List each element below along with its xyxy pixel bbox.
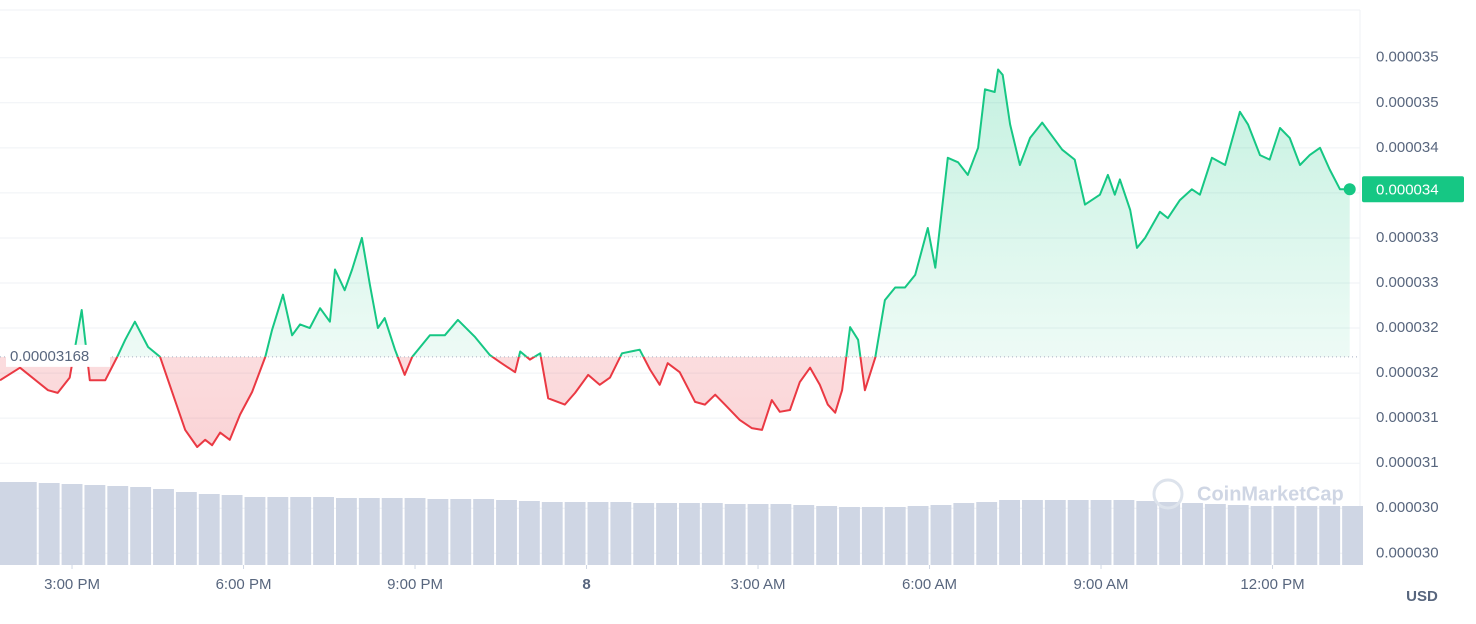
y-tick-label: 0.000031 — [1376, 409, 1439, 426]
volume-bar — [61, 484, 83, 565]
volume-bar — [221, 495, 243, 565]
volume-bar — [976, 502, 998, 565]
volume-bar — [1319, 506, 1341, 565]
volume-bar — [930, 505, 952, 565]
y-tick-label: 0.000035 — [1376, 49, 1439, 66]
baseline-label: 0.00003168 — [10, 348, 89, 365]
volume-bar — [541, 502, 563, 565]
volume-bar — [1273, 506, 1295, 565]
x-tick-label: 9:00 PM — [387, 576, 443, 593]
volume-bar — [1067, 500, 1089, 565]
volume-bar — [153, 489, 174, 565]
volume-bar — [1227, 505, 1249, 565]
watermark-logo — [1152, 478, 1184, 510]
volume-bar — [38, 483, 60, 565]
y-tick-label: 0.000033 — [1376, 274, 1439, 291]
y-tick-label: 0.000031 — [1376, 454, 1439, 471]
x-tick-label: 8 — [582, 576, 590, 593]
volume-bar — [953, 503, 975, 565]
current-price-tag — [1362, 176, 1464, 203]
volume-bar — [107, 486, 129, 565]
y-tick-label: 0.000034 — [1376, 139, 1439, 156]
y-tick-label: 0.000033 — [1376, 229, 1439, 246]
volume-bar — [678, 503, 700, 565]
volume-bar — [358, 498, 380, 565]
volume-bar — [130, 487, 152, 565]
volume-bar — [15, 482, 37, 565]
volume-bar — [198, 494, 220, 565]
volume-bar — [1136, 501, 1158, 565]
volume-bar — [701, 503, 723, 565]
volume-bar — [907, 506, 929, 565]
volume-bar — [587, 502, 609, 565]
watermark: CoinMarketCap — [1197, 483, 1344, 505]
volume-bar — [1022, 500, 1043, 565]
volume-bar — [770, 504, 792, 565]
volume-bar — [335, 498, 357, 565]
price-area-up — [0, 69, 1350, 357]
x-tick-label: 3:00 PM — [44, 576, 100, 593]
volume-bar — [450, 499, 472, 565]
volume-bar — [1113, 500, 1135, 565]
volume-bar — [290, 497, 312, 565]
volume-bar — [1182, 503, 1203, 565]
volume-bar — [861, 507, 883, 565]
y-tick-label: 0.000030 — [1376, 544, 1439, 561]
price-line-down — [0, 356, 877, 448]
y-tick-label: 0.000035 — [1376, 94, 1439, 111]
volume-bar — [244, 497, 266, 565]
volume-bar — [473, 499, 495, 565]
volume-bar — [313, 497, 334, 565]
volume-bar — [381, 498, 403, 565]
volume-bar — [633, 503, 655, 565]
volume-bar — [656, 503, 677, 565]
volume-bar — [175, 492, 197, 565]
y-tick-label: 0.000032 — [1376, 319, 1439, 336]
volume-bar — [427, 499, 449, 565]
volume-bar — [747, 504, 769, 565]
volume-bar — [884, 507, 906, 565]
x-tick-label: 12:00 PM — [1240, 576, 1304, 593]
volume-bar — [564, 502, 586, 565]
volume-bar — [793, 505, 815, 565]
volume-bar — [1159, 502, 1181, 565]
volume-bar — [724, 504, 746, 565]
x-tick-label: 3:00 AM — [731, 576, 786, 593]
baseline-label-bg — [6, 344, 110, 367]
y-tick-label: 0.000032 — [1376, 364, 1439, 381]
current-price-label: 0.000034 — [1376, 181, 1439, 198]
volume-bar — [267, 497, 289, 565]
volume-bar — [1204, 504, 1226, 565]
volume-bar — [404, 498, 426, 565]
volume-bar — [1296, 506, 1318, 565]
volume-bar — [1044, 500, 1066, 565]
unit-label: USD — [1406, 588, 1438, 605]
x-tick-label: 6:00 PM — [216, 576, 272, 593]
y-tick-label: 0.000030 — [1376, 499, 1439, 516]
volume-bar — [1342, 506, 1364, 565]
current-dot — [1343, 183, 1356, 196]
volume-bar — [1090, 500, 1112, 565]
x-tick-label: 6:00 AM — [902, 576, 957, 593]
volume-bar — [999, 500, 1021, 565]
volume-bar — [0, 482, 21, 565]
volume-bar — [1250, 506, 1272, 565]
x-tick-label: 9:00 AM — [1074, 576, 1129, 593]
volume-bar — [518, 501, 540, 565]
volume-bar — [816, 506, 838, 565]
price-line-up — [72, 68, 1350, 357]
volume-bar — [839, 507, 860, 565]
volume-bar — [84, 485, 106, 565]
volume-bar — [610, 502, 632, 565]
volume-bar — [496, 500, 517, 565]
